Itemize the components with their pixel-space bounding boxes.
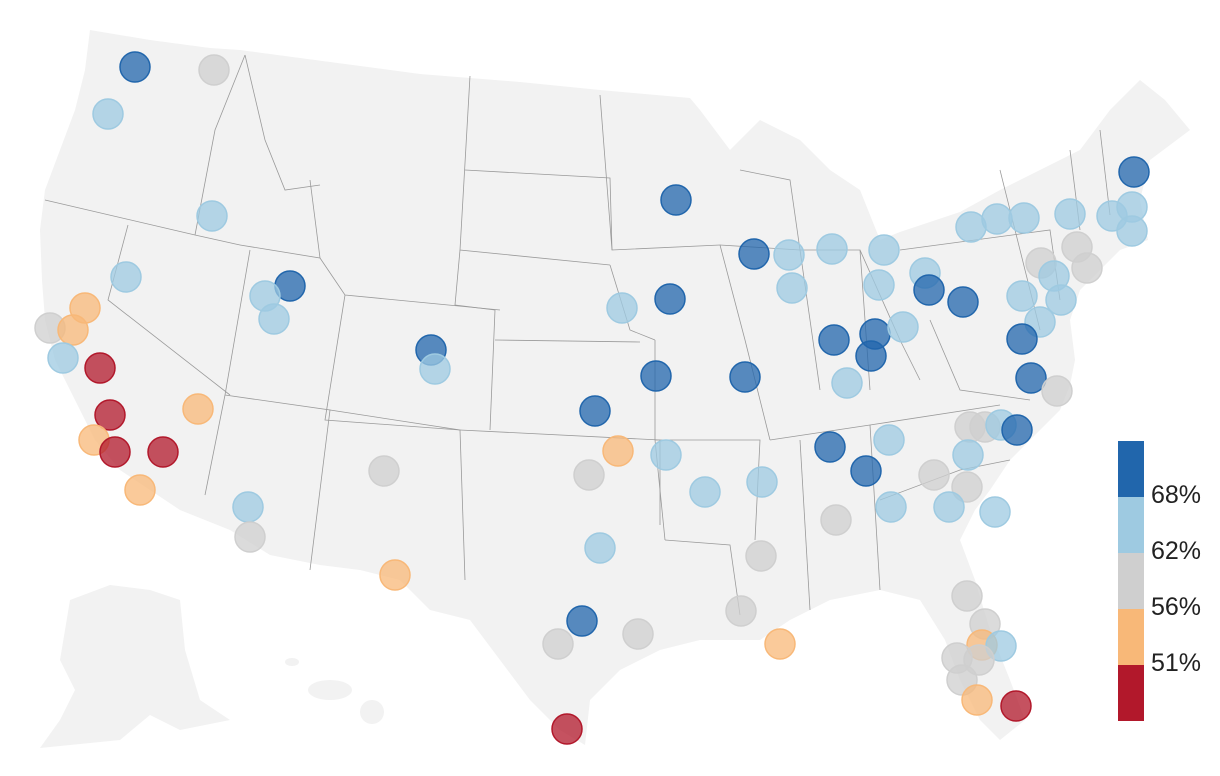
city-marker[interactable] (818, 324, 850, 356)
city-marker[interactable] (776, 272, 808, 304)
city-marker[interactable] (850, 455, 882, 487)
city-marker[interactable] (820, 504, 852, 536)
city-marker[interactable] (94, 399, 126, 431)
land (40, 30, 1190, 748)
city-marker[interactable] (863, 269, 895, 301)
city-marker[interactable] (913, 274, 945, 306)
city-marker[interactable] (952, 439, 984, 471)
city-marker[interactable] (814, 431, 846, 463)
city-marker[interactable] (816, 233, 848, 265)
legend-label-1: 62% (1151, 537, 1202, 565)
hawaii-island (360, 700, 384, 724)
city-marker[interactable] (573, 459, 605, 491)
city-marker[interactable] (689, 476, 721, 508)
legend-swatch-0 (1118, 441, 1144, 497)
city-marker[interactable] (947, 286, 979, 318)
city-marker[interactable] (660, 184, 692, 216)
city-marker[interactable] (1006, 280, 1038, 312)
city-marker[interactable] (379, 559, 411, 591)
city-marker[interactable] (119, 51, 151, 83)
legend-label-2: 56% (1151, 593, 1202, 621)
city-marker[interactable] (640, 360, 672, 392)
city-marker[interactable] (764, 628, 796, 660)
city-marker[interactable] (654, 283, 686, 315)
city-marker[interactable] (868, 234, 900, 266)
city-marker[interactable] (606, 292, 638, 324)
city-marker[interactable] (542, 628, 574, 660)
city-marker[interactable] (1054, 198, 1086, 230)
city-marker[interactable] (951, 580, 983, 612)
city-marker[interactable] (110, 261, 142, 293)
legend-swatch-4 (1118, 665, 1144, 721)
city-marker[interactable] (1000, 690, 1032, 722)
city-marker[interactable] (57, 314, 89, 346)
alaska-land (40, 585, 230, 748)
city-marker[interactable] (566, 605, 598, 637)
city-marker[interactable] (1071, 252, 1103, 284)
city-marker[interactable] (979, 496, 1011, 528)
city-marker[interactable] (92, 98, 124, 130)
city-marker[interactable] (1015, 362, 1047, 394)
city-marker[interactable] (196, 200, 228, 232)
city-marker[interactable] (1045, 284, 1077, 316)
city-marker[interactable] (773, 239, 805, 271)
city-marker[interactable] (918, 459, 950, 491)
city-marker[interactable] (124, 474, 156, 506)
hawaii-island-small (285, 658, 299, 666)
city-marker[interactable] (1001, 414, 1033, 446)
city-marker[interactable] (738, 238, 770, 270)
city-marker[interactable] (602, 435, 634, 467)
city-marker[interactable] (855, 340, 887, 372)
city-marker[interactable] (933, 491, 965, 523)
city-marker[interactable] (551, 713, 583, 745)
legend-swatch-3 (1118, 609, 1144, 665)
city-marker[interactable] (831, 367, 863, 399)
city-marker[interactable] (873, 424, 905, 456)
legend-label-3: 51% (1151, 649, 1202, 677)
city-marker[interactable] (419, 353, 451, 385)
city-marker[interactable] (1041, 375, 1073, 407)
city-marker[interactable] (579, 395, 611, 427)
city-marker[interactable] (951, 471, 983, 503)
legend-swatch-1 (1118, 497, 1144, 553)
city-marker[interactable] (232, 491, 264, 523)
city-marker[interactable] (584, 532, 616, 564)
city-marker[interactable] (182, 393, 214, 425)
city-marker[interactable] (746, 466, 778, 498)
city-marker[interactable] (961, 684, 993, 716)
city-marker[interactable] (875, 491, 907, 523)
legend-label-0: 68% (1151, 481, 1202, 509)
city-marker[interactable] (729, 361, 761, 393)
city-marker[interactable] (650, 439, 682, 471)
city-marker[interactable] (1118, 156, 1150, 188)
city-marker[interactable] (887, 311, 919, 343)
city-marker[interactable] (368, 455, 400, 487)
hawaii-land (308, 680, 352, 700)
contiguous-us-land (40, 30, 1190, 745)
city-marker[interactable] (981, 203, 1013, 235)
city-markers (34, 51, 1150, 745)
city-marker[interactable] (84, 352, 116, 384)
city-marker[interactable] (198, 54, 230, 86)
city-marker[interactable] (99, 436, 131, 468)
city-marker[interactable] (258, 303, 290, 335)
color-legend: 68% 62% 56% 51% (1118, 441, 1218, 721)
city-marker[interactable] (1116, 215, 1148, 247)
city-marker[interactable] (1008, 202, 1040, 234)
city-marker[interactable] (47, 342, 79, 374)
city-marker[interactable] (745, 540, 777, 572)
city-marker[interactable] (622, 618, 654, 650)
city-marker[interactable] (234, 521, 266, 553)
city-marker[interactable] (147, 436, 179, 468)
city-marker[interactable] (725, 595, 757, 627)
city-marker[interactable] (1006, 323, 1038, 355)
legend-swatch-2 (1118, 553, 1144, 609)
